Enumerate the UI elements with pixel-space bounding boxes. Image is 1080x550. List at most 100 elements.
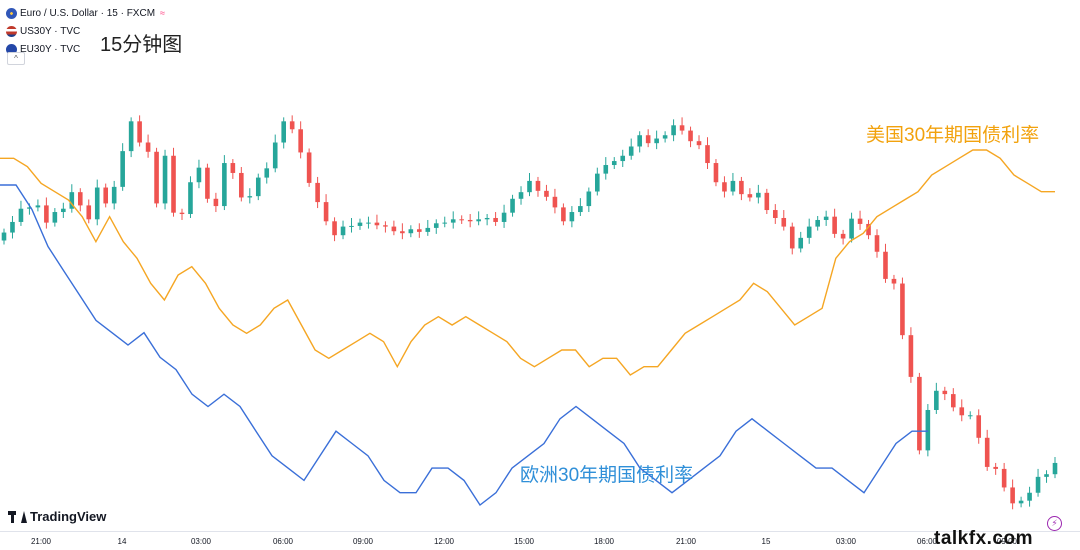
candle <box>69 192 75 209</box>
time-axis-tick: 21:00 <box>30 537 52 546</box>
candle <box>849 218 854 239</box>
candle <box>798 237 804 249</box>
candle <box>1027 492 1032 501</box>
eu30y-annotation: 欧洲30年期国债利率 <box>520 465 694 486</box>
candle <box>840 233 846 239</box>
candle <box>179 212 185 215</box>
candle <box>1 232 7 241</box>
tradingview-logo[interactable]: TradingView <box>8 509 106 524</box>
candle <box>484 217 490 220</box>
candle <box>213 198 219 207</box>
timeframe-annotation: 15分钟图 <box>100 34 183 56</box>
candle <box>408 229 414 234</box>
candle <box>620 155 626 162</box>
time-axis-tick: 21:00 <box>675 537 697 546</box>
us-flag-icon <box>6 25 17 37</box>
candle <box>137 121 142 143</box>
collapse-legend-button[interactable]: ^ <box>7 52 25 65</box>
candle <box>900 283 905 336</box>
candle <box>1018 500 1024 504</box>
candle <box>917 376 922 451</box>
candle <box>645 135 651 144</box>
legend-eu30y[interactable]: EU30Y · TVC <box>6 40 165 58</box>
candle <box>52 212 58 223</box>
time-axis-tick: 09:00 <box>352 537 374 546</box>
candle <box>705 145 710 164</box>
candle <box>400 231 405 234</box>
candle <box>815 219 820 227</box>
candle <box>569 212 575 222</box>
candle <box>934 390 939 410</box>
candle <box>967 415 973 417</box>
candle <box>467 219 473 222</box>
candle <box>171 155 176 213</box>
legend-us30y[interactable]: US30Y · TVC <box>6 22 165 40</box>
candle <box>196 167 202 183</box>
tradingview-logo-text: TradingView <box>30 509 107 524</box>
legend-main-label: Euro / U.S. Dollar · 15 · FXCM <box>20 7 156 19</box>
candle <box>544 190 549 197</box>
legend-eu30y-label: EU30Y · TVC <box>20 43 81 55</box>
candle <box>374 222 380 226</box>
highlight-icon[interactable]: ≈ <box>160 8 165 18</box>
candle <box>501 212 507 222</box>
candle <box>739 180 744 195</box>
time-axis-tick: 15 <box>761 537 771 546</box>
candle <box>510 198 515 213</box>
candle <box>281 121 287 143</box>
candle <box>611 161 617 166</box>
time-axis-tick: 14 <box>117 537 127 546</box>
candle <box>1001 468 1007 488</box>
candle <box>1010 487 1015 504</box>
candle <box>942 390 948 395</box>
candle <box>662 135 668 139</box>
candle <box>27 207 32 209</box>
candle <box>925 409 931 451</box>
candle <box>993 466 998 469</box>
candle <box>535 180 541 191</box>
candle <box>984 437 990 467</box>
legend-main[interactable]: Euro / U.S. Dollar · 15 · FXCM ≈ <box>6 4 165 22</box>
candle <box>264 168 270 178</box>
lightning-icon[interactable]: ⚡ <box>1047 516 1062 531</box>
candle <box>832 216 837 234</box>
candle <box>874 235 880 252</box>
candle <box>247 196 253 198</box>
candle <box>425 227 431 232</box>
candle <box>823 216 829 220</box>
candle <box>1035 476 1041 493</box>
candle <box>450 219 456 223</box>
candle <box>688 130 693 142</box>
candle <box>188 182 193 215</box>
candle <box>145 142 151 152</box>
time-axis-tick: 15:00 <box>513 537 535 546</box>
candle <box>476 219 481 222</box>
us30y-line <box>0 149 1055 376</box>
candle <box>94 187 100 220</box>
eu30y-line <box>0 184 928 507</box>
legend-us30y-label: US30Y · TVC <box>20 25 81 37</box>
candle <box>222 163 227 207</box>
candle <box>603 165 609 174</box>
candle <box>128 121 134 152</box>
candle <box>86 205 92 220</box>
candle <box>111 186 117 204</box>
candle <box>205 167 210 199</box>
candle <box>18 208 24 222</box>
candle <box>908 335 914 377</box>
candle <box>357 222 363 226</box>
candle <box>654 138 659 144</box>
time-axis-tick: 18:00 <box>593 537 615 546</box>
candle <box>696 141 702 146</box>
eurusd-flag-icon <box>6 7 17 19</box>
candle <box>391 226 397 232</box>
candle <box>866 223 871 236</box>
candle <box>493 217 498 222</box>
candlestick-series <box>1 115 1058 510</box>
candle <box>61 208 66 213</box>
candle <box>959 407 965 416</box>
candle <box>789 226 795 249</box>
candle <box>679 125 685 131</box>
candle <box>154 151 159 204</box>
